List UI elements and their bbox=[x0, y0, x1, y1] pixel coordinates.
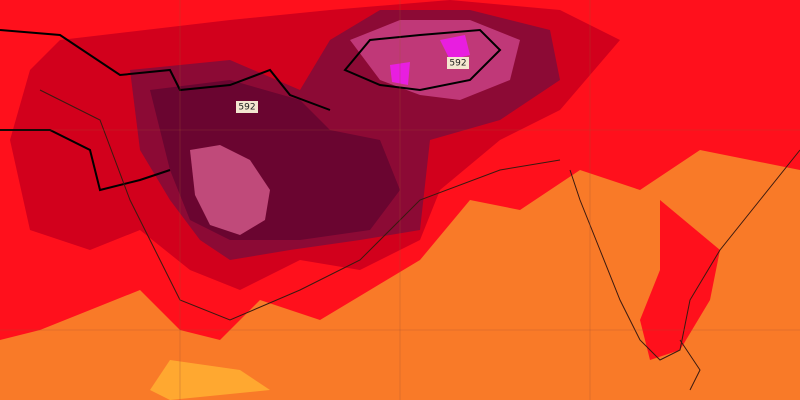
region-magenta bbox=[390, 35, 470, 85]
contour-label: 592 bbox=[238, 103, 255, 113]
contour-label: 592 bbox=[449, 59, 466, 69]
label-box bbox=[447, 57, 469, 69]
region-red-east bbox=[640, 200, 720, 360]
coastline bbox=[39, 89, 800, 391]
region-pink bbox=[190, 145, 270, 235]
label-box bbox=[236, 101, 258, 113]
contour-line bbox=[343, 28, 502, 92]
